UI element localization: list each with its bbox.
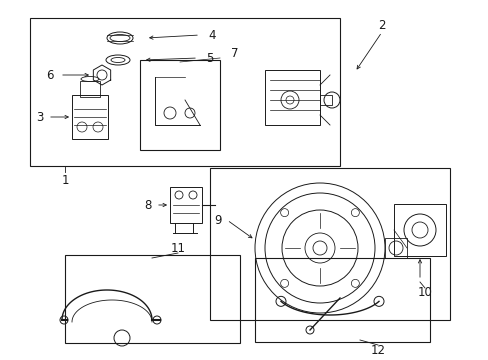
Text: 10: 10 xyxy=(417,287,431,300)
Bar xyxy=(209,168,449,320)
Bar xyxy=(170,187,202,223)
Text: 7: 7 xyxy=(231,46,238,59)
Bar xyxy=(384,238,406,258)
Text: 5: 5 xyxy=(206,51,213,64)
Bar xyxy=(80,81,100,97)
Bar xyxy=(264,70,319,125)
Bar xyxy=(72,95,108,139)
Text: 4: 4 xyxy=(208,28,215,41)
Bar xyxy=(65,255,240,343)
Bar xyxy=(319,95,331,105)
Bar xyxy=(254,258,429,342)
Text: 1: 1 xyxy=(61,174,69,186)
Text: 6: 6 xyxy=(46,68,54,81)
Text: 8: 8 xyxy=(144,198,151,212)
Bar xyxy=(140,60,220,150)
Text: 12: 12 xyxy=(370,343,385,356)
Text: 11: 11 xyxy=(170,242,185,255)
Bar xyxy=(393,204,445,256)
Text: 2: 2 xyxy=(378,18,385,32)
Text: 9: 9 xyxy=(214,213,221,226)
Text: 3: 3 xyxy=(36,111,43,123)
Bar xyxy=(30,18,339,166)
